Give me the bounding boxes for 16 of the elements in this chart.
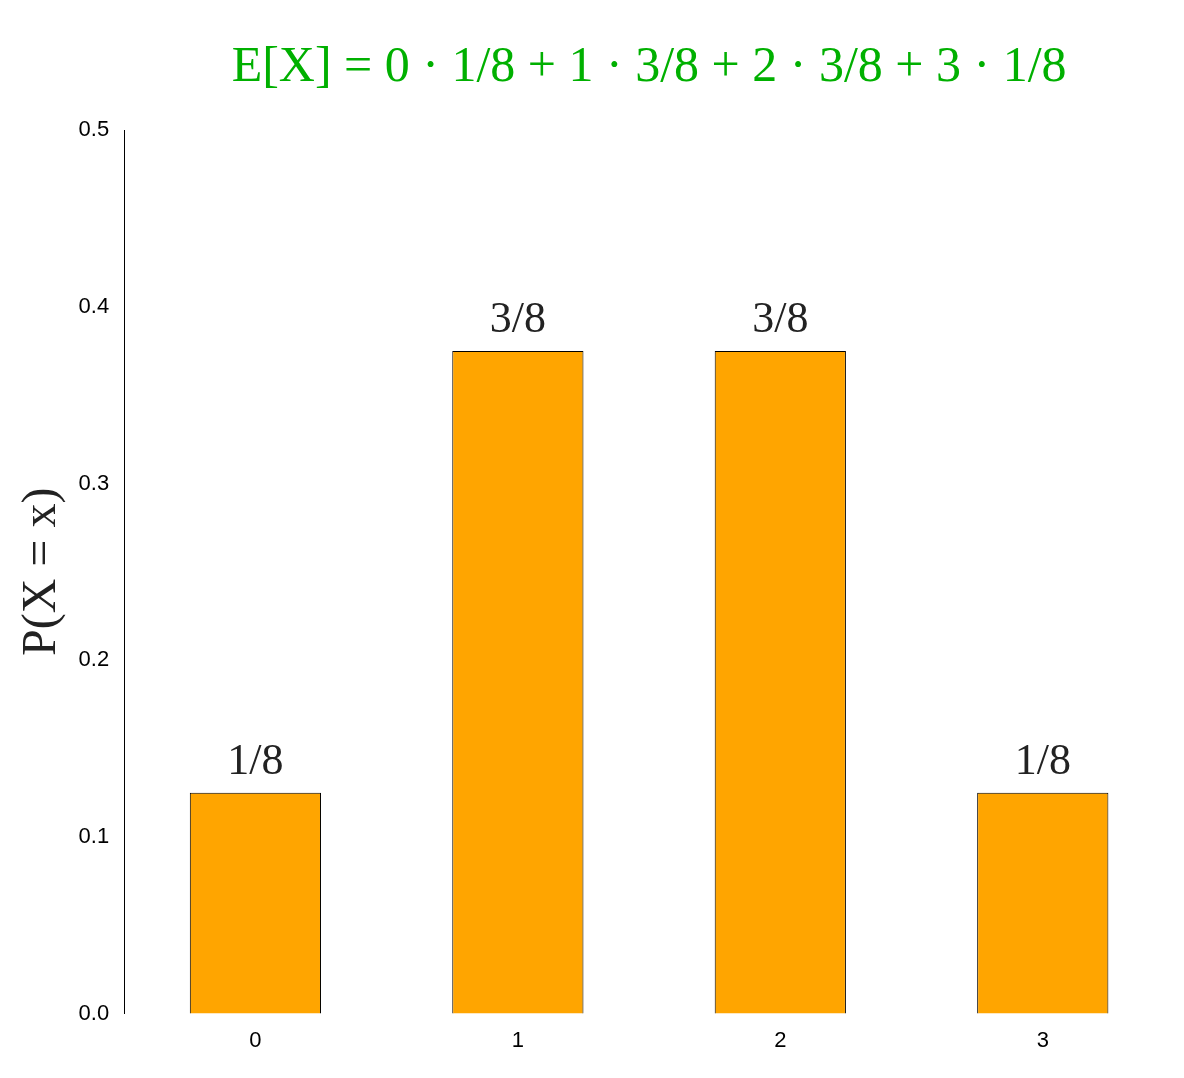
y-tick-label: 0.1	[78, 822, 110, 848]
x-tick-label: 0	[249, 1026, 262, 1052]
x-tick-label: 3	[1036, 1026, 1049, 1052]
y-tick-label: 0.3	[78, 469, 110, 495]
y-tick-label: 0.0	[78, 999, 110, 1025]
data-label: 3/8	[752, 293, 809, 343]
x-tick-label: 2	[774, 1026, 787, 1052]
data-label: 3/8	[489, 293, 546, 343]
data-label: 1/8	[1014, 735, 1071, 785]
data-label: 1/8	[227, 735, 284, 785]
y-tick-label: 0.2	[78, 646, 110, 672]
x-tick-label: 1	[511, 1026, 524, 1052]
y-tick-label: 0.5	[78, 116, 110, 142]
chart-title: E[X] = 0 · 1/8 + 1 · 3/8 + 2 · 3/8 + 3 · 1/8	[231, 36, 1067, 93]
y-tick-label: 0.4	[78, 292, 110, 318]
y-axis-title: P(X = x)	[12, 487, 67, 656]
